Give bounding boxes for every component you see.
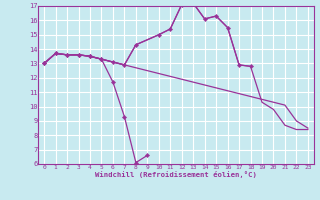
X-axis label: Windchill (Refroidissement éolien,°C): Windchill (Refroidissement éolien,°C) [95,171,257,178]
